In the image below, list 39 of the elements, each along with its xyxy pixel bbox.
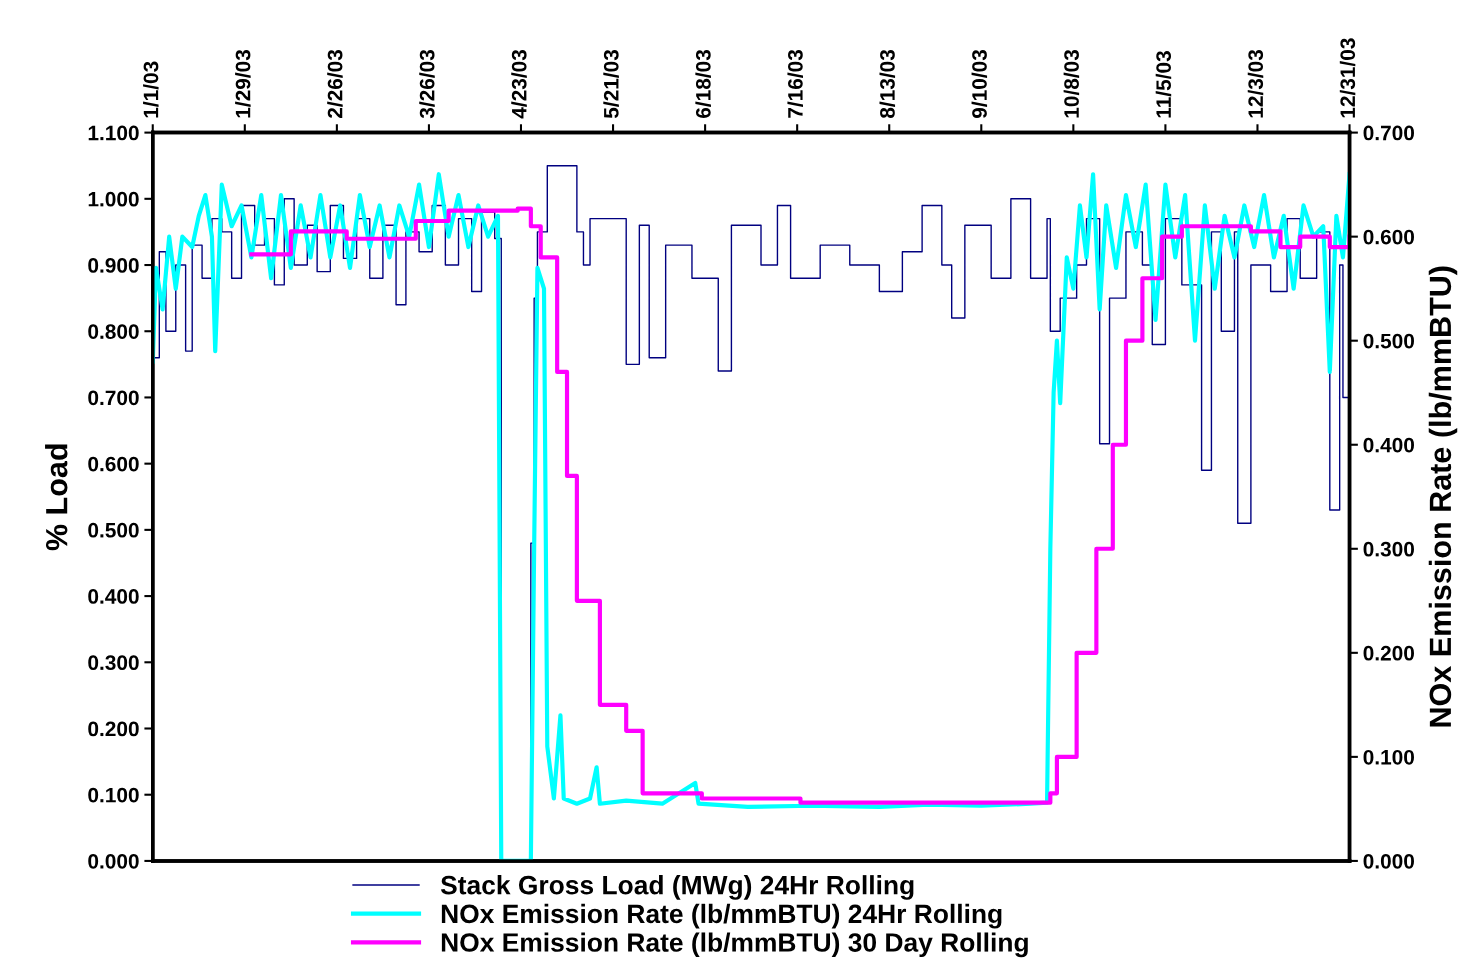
y2-tick-label: 0.100 [1363,749,1414,765]
y-tick-label: 0.900 [88,258,139,273]
x-tick-label: 10/8/03 [1063,49,1080,118]
x-tick-label: 6/18/03 [695,49,711,118]
y2-axis-title: NOx Emission Rate (lb/mmBTU) [1428,266,1458,727]
y-tick-label: 0.200 [88,721,139,737]
legend-label: NOx Emission Rate (lb/mmBTU) 24Hr Rolling [441,903,1002,929]
x-tick-label: 5/21/03 [603,49,619,119]
x-tick-label: 9/10/03 [971,49,988,118]
y2-tick-label: 0.500 [1363,333,1414,349]
y-tick-label: 0.500 [88,522,139,538]
x-tick-label: 11/5/03 [1155,51,1172,118]
legend-label: NOx Emission Rate (lb/mmBTU) 30 Day Rolling [441,932,1028,958]
y2-tick-label: 0.300 [1363,541,1414,557]
x-tick-label: 2/26/03 [327,49,343,118]
x-tick-label: 7/16/03 [787,49,803,118]
y2-tick-label: 0.200 [1363,645,1414,661]
y2-tick-label: 0.700 [1363,125,1414,141]
y-tick-label: 1.000 [88,191,139,207]
y-tick-label: 0.300 [88,655,139,671]
legend-label: Stack Gross Load (MWg) 24Hr Rolling [440,875,914,900]
y-tick-label: 0.600 [88,456,139,472]
y-axis-title: % Load [45,444,68,551]
y-tick-label: 0.100 [88,787,139,803]
y-tick-label: 0.800 [88,324,139,339]
x-tick-label: 8/13/03 [879,49,896,119]
x-tick-label: 4/23/03 [511,49,527,119]
x-tick-label: 1/1/03 [143,61,159,118]
y2-tick-label: 0.400 [1363,437,1414,453]
x-tick-label: 12/31/03 [1339,38,1356,118]
x-tick-label: 3/26/03 [419,49,435,119]
x-tick-label: 1/29/03 [235,49,251,118]
y-tick-label: 1.100 [88,125,139,141]
y2-tick-label: 0.000 [1363,853,1414,869]
y2-tick-label: 0.600 [1363,229,1414,245]
y-tick-label: 0.700 [88,390,139,406]
y-tick-label: 0.000 [88,853,139,869]
y-tick-label: 0.400 [88,589,139,604]
x-tick-label: 12/3/03 [1247,49,1264,118]
